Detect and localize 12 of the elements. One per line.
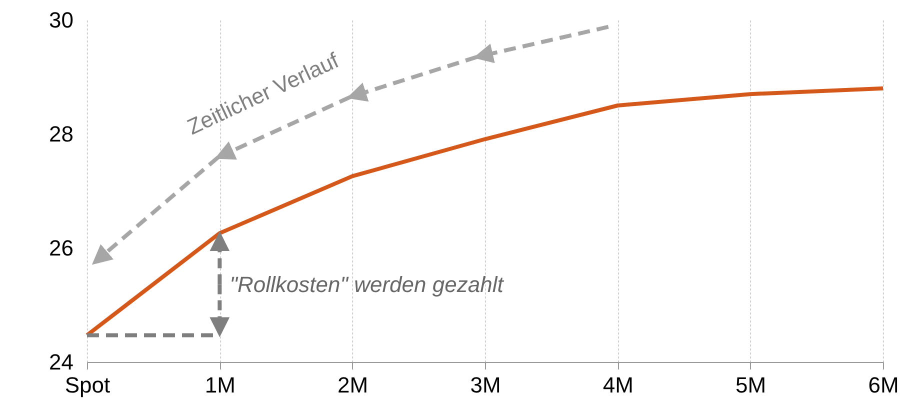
x-tick-label: 6M bbox=[868, 372, 899, 398]
x-tick-label: 1M bbox=[204, 372, 236, 398]
y-tick-label: 26 bbox=[49, 236, 74, 260]
x-tick-label: 5M bbox=[736, 372, 766, 398]
annotation: "Rollkosten" werden gezahlt bbox=[230, 272, 504, 298]
x-tick-label: Spot bbox=[64, 372, 110, 398]
y-tick-label: 24 bbox=[49, 350, 74, 374]
x-tick-label: 2M bbox=[338, 372, 368, 398]
y-tick-label: 28 bbox=[49, 122, 74, 146]
y-tick-label: 30 bbox=[49, 8, 74, 32]
x-tick-label: 3M bbox=[470, 372, 501, 398]
x-tick-label: 4M bbox=[602, 372, 634, 398]
